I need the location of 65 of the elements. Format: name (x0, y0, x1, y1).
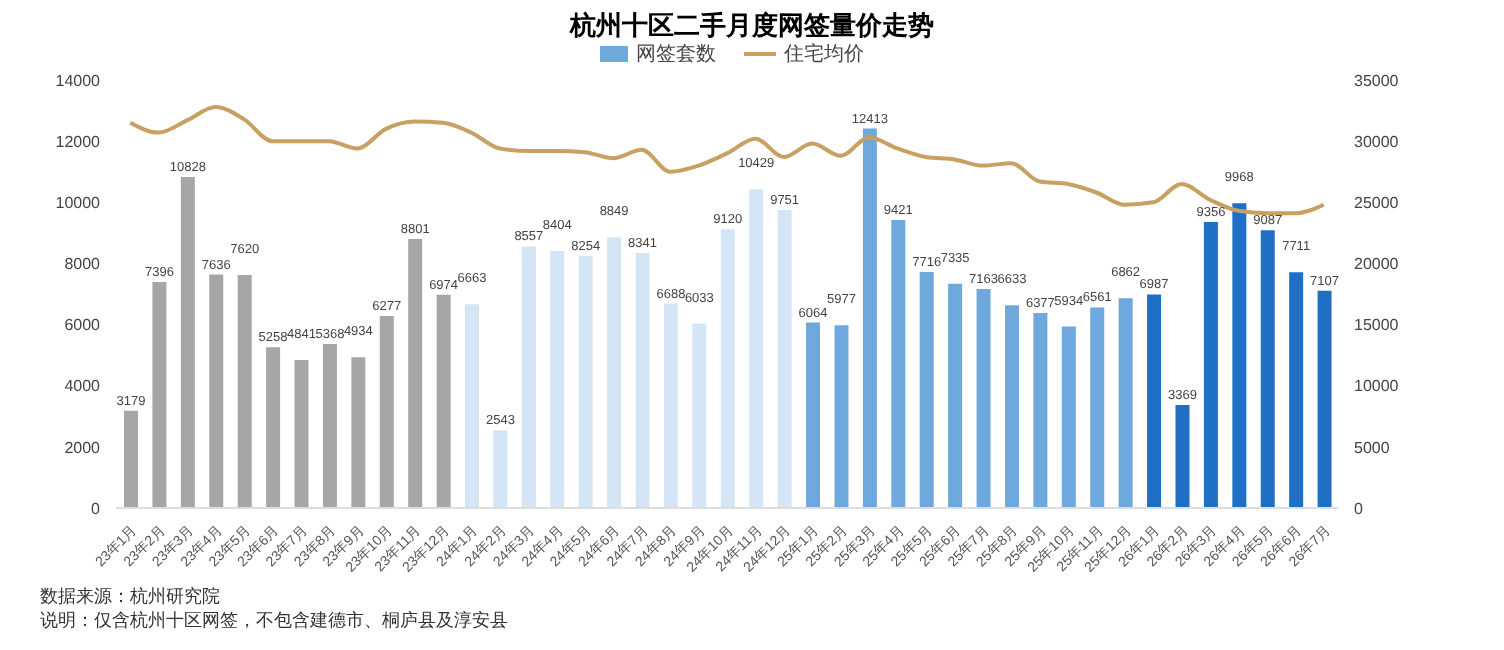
bar (749, 189, 764, 508)
bar (152, 281, 167, 508)
bar (124, 410, 138, 508)
bar (663, 303, 678, 508)
bar (322, 343, 337, 508)
bar (692, 323, 707, 508)
bar (635, 253, 650, 508)
bar (294, 360, 309, 508)
bar (493, 430, 508, 508)
y2-tick-label: 30000 (1354, 132, 1400, 151)
y2-tick-label: 25000 (1354, 193, 1400, 212)
bar (408, 238, 423, 508)
legend-label: 网签套数 (636, 42, 716, 68)
bar (1061, 326, 1076, 508)
bar (720, 229, 735, 508)
y2-tick-label: 0 (1354, 499, 1364, 518)
bar (351, 357, 366, 508)
bar (1260, 230, 1275, 508)
y-tick-label: 12000 (55, 132, 102, 151)
y-tick-label: 0 (91, 499, 102, 518)
bar (237, 275, 252, 508)
line-series (128, 104, 1326, 216)
bar (379, 316, 394, 508)
bar (1232, 203, 1247, 508)
y-tick-label: 2000 (64, 438, 102, 457)
bar (578, 255, 593, 508)
y-tick-label: 8000 (64, 255, 102, 274)
legend-label: 住宅均价 (784, 41, 864, 68)
y-tick-label: 6000 (64, 316, 102, 335)
bar (1147, 294, 1162, 508)
y2-tick-label: 5000 (1354, 438, 1391, 457)
y-tick-label: 14000 (55, 71, 102, 90)
bar (1118, 298, 1133, 508)
bar (919, 272, 934, 508)
y-tick-label: 10000 (55, 193, 102, 212)
bar (777, 209, 792, 508)
bar (806, 322, 821, 508)
bar (1317, 290, 1332, 508)
bar (1033, 313, 1048, 508)
bar (891, 219, 906, 508)
bar (862, 128, 877, 508)
text: 说明：仅含杭州十区网签，不包含建德市、桐庐县及淳安县 (40, 608, 510, 632)
bar (607, 237, 622, 508)
y2-tick-label: 15000 (1354, 316, 1400, 335)
bar (266, 347, 281, 508)
bar (1289, 272, 1304, 508)
bar (550, 251, 565, 508)
y2-tick-label: 10000 (1354, 377, 1400, 396)
bar (1004, 305, 1019, 508)
bar (1090, 307, 1105, 508)
bar (1203, 221, 1218, 508)
bar (948, 283, 963, 508)
bar (834, 325, 849, 508)
bar (521, 246, 536, 508)
source-note: 数据来源：杭州研究院 (40, 584, 222, 608)
bar (436, 294, 451, 508)
y2-tick-label: 20000 (1354, 255, 1400, 274)
bar (180, 176, 195, 508)
bar (465, 304, 480, 508)
chart-title: 杭州十区二手月度网签量价走势 (567, 8, 936, 40)
y2-tick-label: 35000 (1354, 71, 1400, 90)
bar (1175, 405, 1190, 508)
bar (976, 289, 991, 508)
bar (209, 274, 224, 508)
y-tick-label: 4000 (64, 377, 102, 396)
